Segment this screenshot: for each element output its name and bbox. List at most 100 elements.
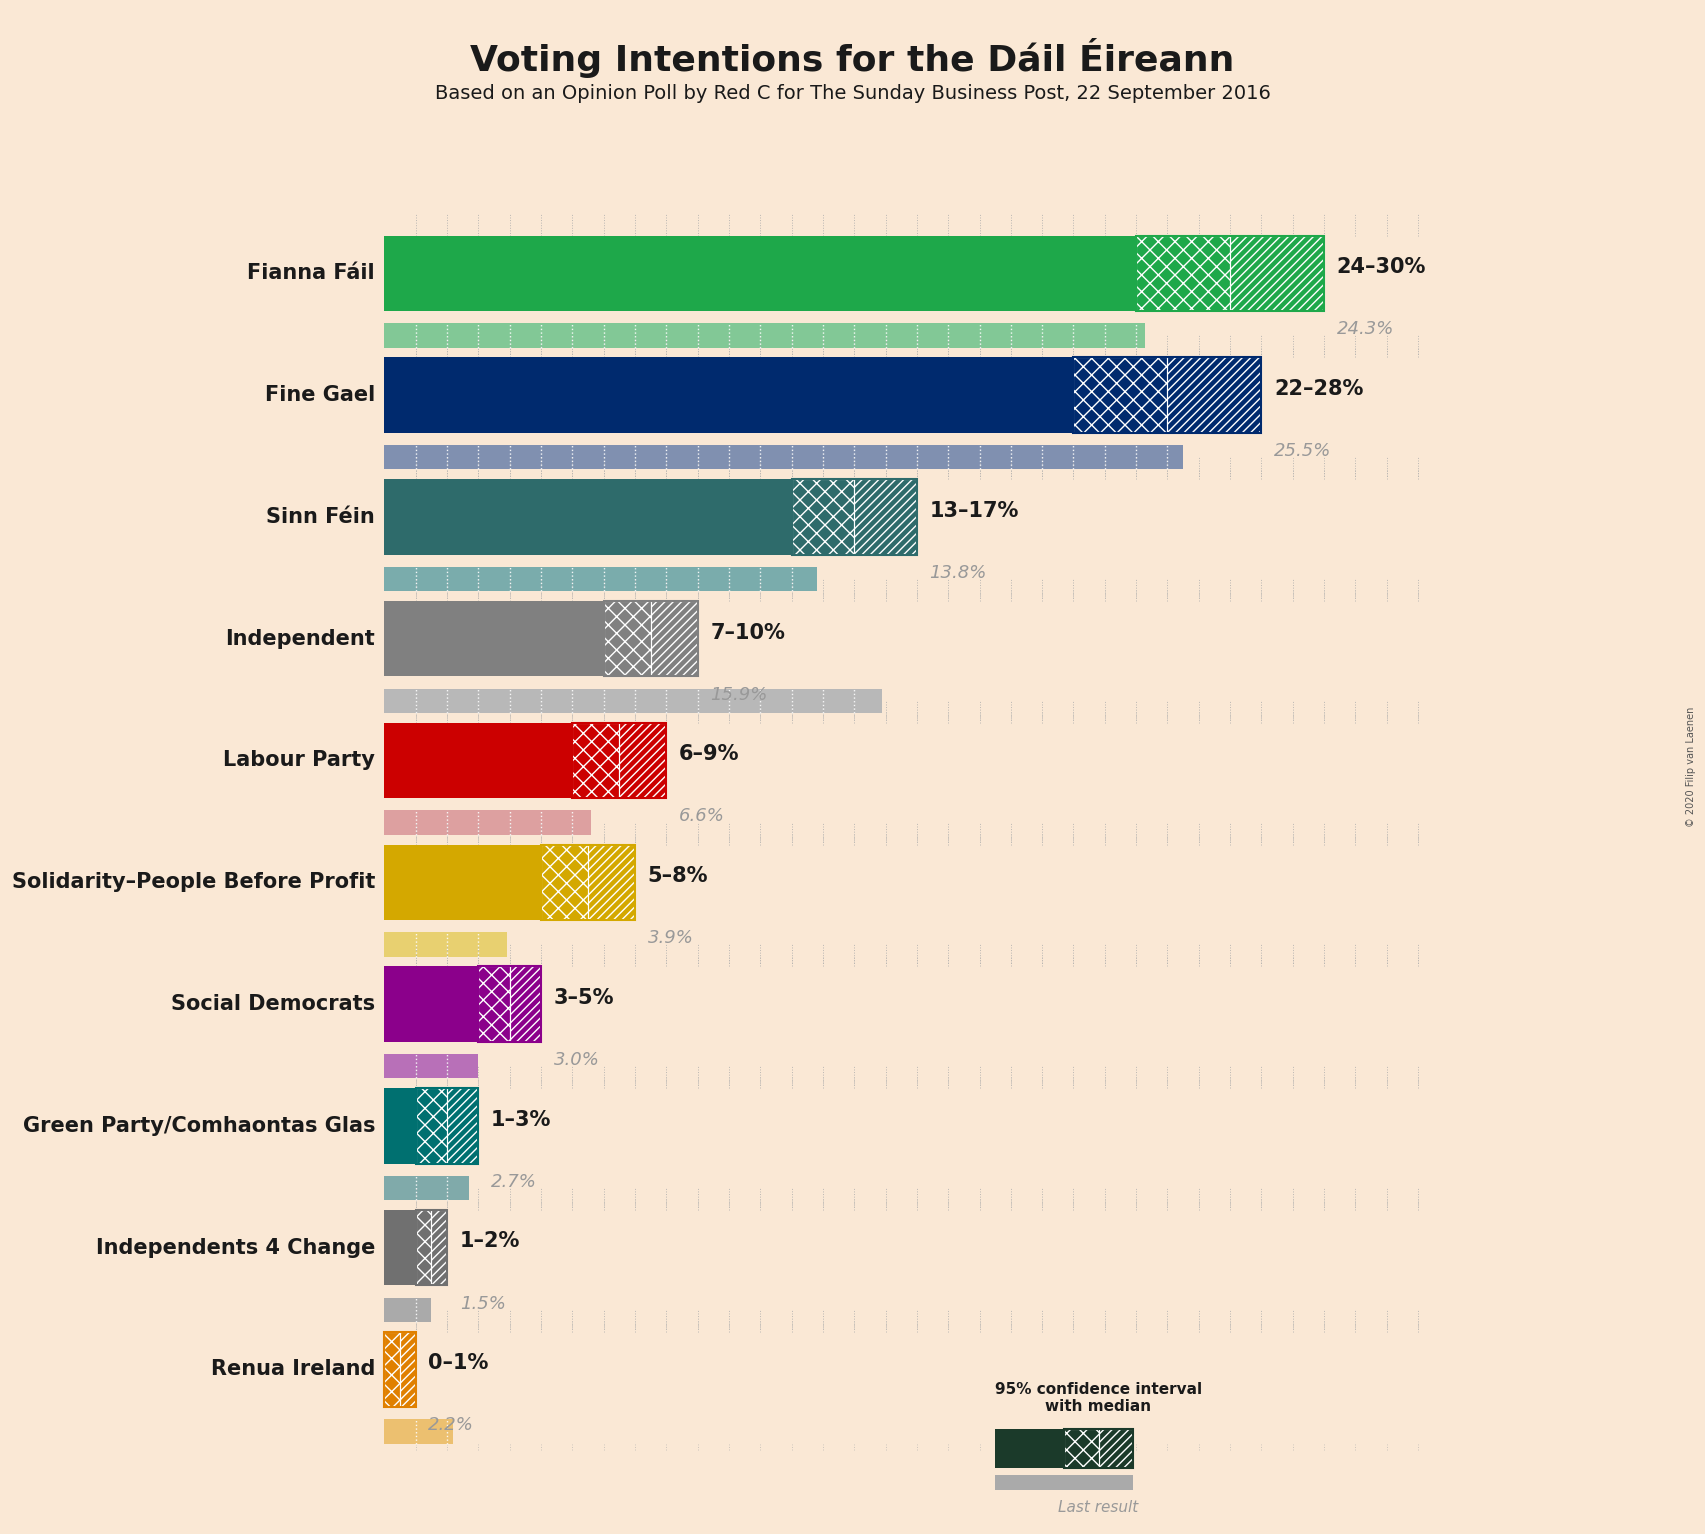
Text: 15.9%: 15.9%: [711, 686, 767, 704]
Text: 5–8%: 5–8%: [648, 867, 708, 887]
Bar: [385, 601, 604, 676]
Text: Voting Intentions for the Dáil Éireann: Voting Intentions for the Dáil Éireann: [471, 38, 1234, 78]
Bar: [854, 479, 917, 555]
Bar: [604, 601, 651, 676]
Bar: [385, 933, 506, 957]
Bar: [479, 966, 540, 1042]
Text: 25.5%: 25.5%: [1274, 442, 1332, 460]
Bar: [385, 1298, 431, 1322]
Text: Independent: Independent: [225, 629, 375, 649]
Bar: [588, 845, 634, 920]
Bar: [573, 723, 619, 798]
Bar: [996, 1430, 1064, 1468]
Bar: [651, 601, 697, 676]
Bar: [385, 1054, 479, 1078]
Bar: [385, 966, 479, 1042]
Text: Social Democrats: Social Democrats: [170, 994, 375, 1014]
Bar: [416, 1210, 447, 1285]
Text: Sinn Féin: Sinn Féin: [266, 506, 375, 526]
Bar: [510, 966, 540, 1042]
Bar: [573, 723, 619, 798]
Bar: [401, 1332, 416, 1407]
Bar: [479, 966, 510, 1042]
Bar: [431, 1210, 447, 1285]
Bar: [385, 689, 883, 713]
Bar: [385, 1332, 401, 1407]
Bar: [1064, 1430, 1098, 1468]
Bar: [791, 479, 917, 555]
Bar: [1136, 236, 1229, 311]
Text: 7–10%: 7–10%: [711, 623, 784, 643]
Text: 22–28%: 22–28%: [1274, 379, 1364, 399]
Text: Independents 4 Change: Independents 4 Change: [95, 1238, 375, 1258]
Bar: [540, 845, 588, 920]
Bar: [619, 723, 667, 798]
Text: 3.0%: 3.0%: [554, 1051, 600, 1069]
Bar: [431, 1210, 447, 1285]
Bar: [416, 1088, 447, 1164]
Text: 6.6%: 6.6%: [679, 807, 725, 825]
Bar: [479, 966, 510, 1042]
Bar: [416, 1088, 479, 1164]
Bar: [385, 357, 1074, 433]
Bar: [416, 1210, 431, 1285]
Bar: [1074, 357, 1168, 433]
Text: Fine Gael: Fine Gael: [264, 385, 375, 405]
Bar: [385, 845, 540, 920]
Bar: [416, 1088, 447, 1164]
Bar: [385, 1332, 401, 1407]
Text: © 2020 Filip van Laenen: © 2020 Filip van Laenen: [1686, 707, 1696, 827]
Text: Solidarity–People Before Profit: Solidarity–People Before Profit: [12, 873, 375, 893]
Bar: [416, 1210, 431, 1285]
Bar: [1136, 236, 1229, 311]
Bar: [1098, 1430, 1132, 1468]
Bar: [447, 1088, 479, 1164]
Text: Based on an Opinion Poll by Red C for The Sunday Business Post, 22 September 201: Based on an Opinion Poll by Red C for Th…: [435, 84, 1270, 103]
Text: Labour Party: Labour Party: [223, 750, 375, 770]
Text: 1–2%: 1–2%: [460, 1232, 520, 1252]
Bar: [385, 723, 573, 798]
Bar: [1098, 1430, 1132, 1468]
Text: 2.2%: 2.2%: [428, 1416, 474, 1434]
Bar: [1168, 357, 1262, 433]
Text: Renua Ireland: Renua Ireland: [211, 1359, 375, 1379]
Bar: [588, 845, 634, 920]
Text: Last result: Last result: [1059, 1500, 1139, 1514]
Text: 95% confidence interval
with median: 95% confidence interval with median: [996, 1382, 1202, 1414]
Bar: [385, 324, 1146, 348]
Bar: [385, 445, 1183, 469]
Bar: [854, 479, 917, 555]
Bar: [1136, 236, 1325, 311]
Text: 3.9%: 3.9%: [648, 930, 694, 948]
Bar: [385, 1419, 454, 1443]
Text: 24–30%: 24–30%: [1337, 258, 1425, 278]
Bar: [385, 1332, 416, 1407]
Bar: [573, 723, 667, 798]
Bar: [996, 1476, 1132, 1490]
Bar: [1064, 1430, 1132, 1468]
Bar: [1229, 236, 1325, 311]
Bar: [791, 479, 854, 555]
Bar: [385, 1088, 416, 1164]
Bar: [604, 601, 651, 676]
Bar: [401, 1332, 416, 1407]
Text: 3–5%: 3–5%: [554, 988, 614, 1008]
Bar: [619, 723, 667, 798]
Bar: [385, 1175, 469, 1200]
Text: 6–9%: 6–9%: [679, 744, 740, 764]
Bar: [1064, 1430, 1098, 1468]
Bar: [385, 479, 791, 555]
Text: 0–1%: 0–1%: [428, 1353, 489, 1373]
Text: Green Party/Comhaontas Glas: Green Party/Comhaontas Glas: [22, 1115, 375, 1135]
Bar: [1229, 236, 1325, 311]
Bar: [604, 601, 697, 676]
Text: 13–17%: 13–17%: [929, 500, 1020, 522]
Bar: [651, 601, 697, 676]
Text: 13.8%: 13.8%: [929, 565, 987, 581]
Bar: [1168, 357, 1262, 433]
Bar: [540, 845, 588, 920]
Text: 2.7%: 2.7%: [491, 1174, 537, 1190]
Text: 24.3%: 24.3%: [1337, 321, 1395, 339]
Text: 1–3%: 1–3%: [491, 1109, 551, 1129]
Bar: [385, 568, 817, 591]
